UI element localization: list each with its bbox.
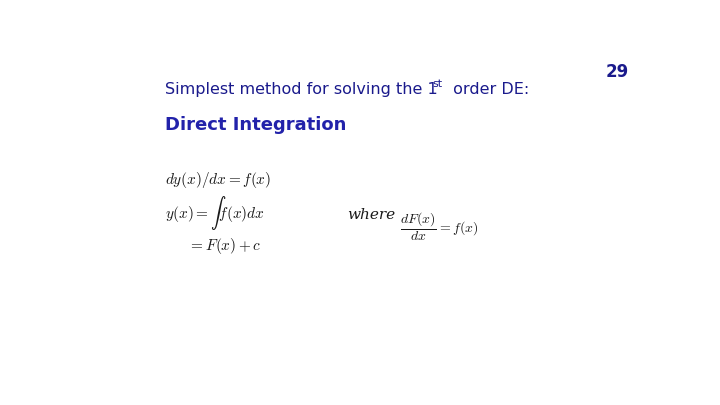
Text: where: where: [347, 207, 395, 222]
Text: $= F(x)+c$: $= F(x)+c$: [188, 236, 261, 256]
Text: Simplest method for solving the 1: Simplest method for solving the 1: [166, 82, 438, 97]
Text: $\dfrac{dF(x)}{dx} = f(x)$: $\dfrac{dF(x)}{dx} = f(x)$: [400, 210, 478, 243]
Text: Direct Integration: Direct Integration: [166, 116, 347, 134]
Text: 29: 29: [606, 63, 629, 81]
Text: $dy(x)/dx = f(x)$: $dy(x)/dx = f(x)$: [166, 170, 271, 190]
Text: $y(x)=\int f(x)dx$: $y(x)=\int f(x)dx$: [166, 194, 265, 232]
Text: st: st: [432, 79, 442, 89]
Text: order DE:: order DE:: [448, 82, 529, 97]
